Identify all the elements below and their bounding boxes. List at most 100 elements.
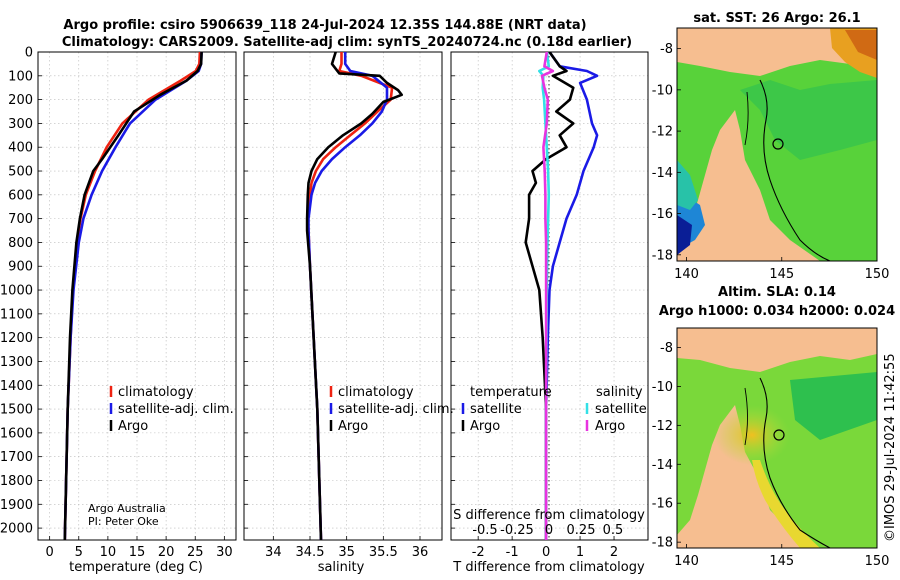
lat-tick-label: -10 xyxy=(652,83,673,98)
s-difference-label: S difference from climatology xyxy=(453,508,645,523)
s-difference-ticks: -0.5 -0.25 0 0.25 0.5 xyxy=(472,523,623,538)
positive-sla-coastal xyxy=(752,460,820,548)
legend-label-satellite: satellite-adj. clim. xyxy=(338,402,454,417)
credit-line1: Argo Australia xyxy=(88,502,166,515)
difference-grid xyxy=(451,51,648,540)
lon-tick-label: 150 xyxy=(865,267,890,282)
transition-west xyxy=(677,160,698,210)
s-tick: -0.25 xyxy=(500,523,534,538)
series-line-salinity-argo xyxy=(540,52,555,540)
depth-tick-label: 1200 xyxy=(0,331,33,346)
sst-map-title: sat. SST: 26 Argo: 26.1 xyxy=(693,11,860,26)
bathymetry-contour xyxy=(759,377,831,548)
lon-tick-label: 140 xyxy=(674,554,699,569)
t-difference-xlabel: T difference from climatology xyxy=(452,560,645,575)
legend-label-satellite: satellite-adj. clim. xyxy=(118,402,234,417)
x-tick-label: -1 xyxy=(506,545,519,560)
salinity-grid xyxy=(244,51,442,540)
cold-core-west xyxy=(677,215,692,255)
x-tick-label: 0 xyxy=(542,545,550,560)
x-tick-label: 5 xyxy=(75,545,83,560)
sla-map xyxy=(677,328,877,548)
lon-tick-label: 140 xyxy=(674,267,699,282)
lat-tick-label: -10 xyxy=(652,380,673,395)
series-line-satellite-adj-clim- xyxy=(63,52,203,540)
difference-series xyxy=(524,52,599,540)
legend-label-sal-satellite: satellite xyxy=(595,402,647,417)
sst-map xyxy=(677,28,877,261)
salinity-xlabel: salinity xyxy=(318,560,365,575)
x-tick-label: -2 xyxy=(472,545,485,560)
x-tick-label: 10 xyxy=(100,545,117,560)
lon-tick-label: 145 xyxy=(769,267,794,282)
sla-map-ticks: 140 145 150 -8 -10 -12 -14 -16 -18 xyxy=(652,341,890,569)
x-tick-label: 25 xyxy=(187,545,204,560)
legend-label-argo: Argo xyxy=(338,419,368,434)
depth-tick-label: 1800 xyxy=(0,474,33,489)
lat-tick-label: -14 xyxy=(652,458,673,473)
lat-tick-label: -12 xyxy=(652,419,673,434)
argo-location-marker xyxy=(772,138,784,150)
lat-tick-label: -16 xyxy=(652,207,673,222)
salinity-series xyxy=(305,52,404,540)
legend-label-climatology: climatology xyxy=(118,385,194,400)
sst-map-panel: sat. SST: 26 Argo: 26.1 140 145 150 -8 -10 -1… xyxy=(652,11,890,282)
x-tick-label: 30 xyxy=(216,545,233,560)
salinity-panel: 34 34.5 35 35.5 36 salinity climatology sate… xyxy=(243,51,454,575)
series-line-satellite-adj-clim- xyxy=(307,52,389,540)
legend-label-climatology: climatology xyxy=(338,385,414,400)
warm-gradient-sst xyxy=(740,80,877,160)
temperature-grid xyxy=(38,51,236,540)
series-line-climatology xyxy=(63,52,202,540)
x-tick-label: 15 xyxy=(129,545,146,560)
coast-contour xyxy=(744,91,749,146)
series-line-argo xyxy=(305,52,404,540)
difference-tick-labels: -2 -1 0 1 2 xyxy=(472,545,618,560)
legend-label-temp-argo: Argo xyxy=(470,419,500,434)
s-tick: 0 xyxy=(545,523,553,538)
temperature-legend: climatology satellite-adj. clim. Argo xyxy=(109,385,234,434)
depth-tick-label: 1700 xyxy=(0,450,33,465)
figure-title-line2: Climatology: CARS2009. Satellite-adj cli… xyxy=(62,35,632,50)
s-tick: 0.5 xyxy=(603,523,624,538)
x-tick-label: 34.5 xyxy=(296,545,325,560)
x-tick-label: 0 xyxy=(46,545,54,560)
depth-tick-label: 100 xyxy=(8,69,33,84)
bathymetry-contour xyxy=(759,79,831,261)
depth-tick-label: 800 xyxy=(8,236,33,251)
coast-contour xyxy=(744,387,748,446)
legend-label-argo: Argo xyxy=(118,419,148,434)
credit-line2: PI: Peter Oke xyxy=(88,515,159,528)
imos-watermark: ©IMOS 29-Jul-2024 11:42:55 xyxy=(883,353,898,542)
salinity-legend: climatology satellite-adj. clim. Argo xyxy=(329,385,454,434)
legend-header-temperature: temperature xyxy=(470,385,552,400)
argo-location-marker xyxy=(773,429,785,441)
depth-tick-label: 900 xyxy=(8,260,33,275)
s-tick: -0.5 xyxy=(472,523,497,538)
lat-tick-label: -8 xyxy=(660,341,673,356)
series-line-climatology xyxy=(306,52,394,540)
depth-tick-label: 1500 xyxy=(0,403,33,418)
lat-tick-label: -14 xyxy=(652,166,673,181)
x-tick-label: 20 xyxy=(158,545,175,560)
sla-map-panel: Altim. SLA: 0.14 Argo h1000: 0.034 h2000… xyxy=(652,285,895,569)
depth-tick-label: 300 xyxy=(8,117,33,132)
series-line-temperature-argo xyxy=(524,52,575,540)
x-tick-label: 1 xyxy=(576,545,584,560)
depth-tick-label: 1000 xyxy=(0,284,33,299)
depth-tick-labels: 0 100 200 300 400 500 600 700 800 900 1000 1100 1200… xyxy=(0,46,33,537)
depth-tick-label: 1600 xyxy=(0,426,33,441)
temperature-tick-labels: 0 5 10 15 20 25 30 xyxy=(46,545,233,560)
difference-legend: temperature salinity satellite Argo sate… xyxy=(461,385,647,434)
series-line-temperature-satellite xyxy=(544,52,599,540)
depth-tick-label: 2000 xyxy=(0,522,33,537)
lat-tick-label: -18 xyxy=(652,536,673,551)
sla-map-title-line1: Altim. SLA: 0.14 xyxy=(718,285,836,300)
salinity-tick-labels: 34 34.5 35 35.5 36 xyxy=(265,545,428,560)
x-tick-label: 35.5 xyxy=(369,545,398,560)
sst-map-ticks: 140 145 150 -8 -10 -12 -14 -16 -18 xyxy=(652,42,890,282)
difference-panel: -2 -1 0 1 2 T difference from climatology S … xyxy=(450,51,649,575)
lon-tick-label: 145 xyxy=(769,554,794,569)
negative-sla-north xyxy=(790,372,877,440)
